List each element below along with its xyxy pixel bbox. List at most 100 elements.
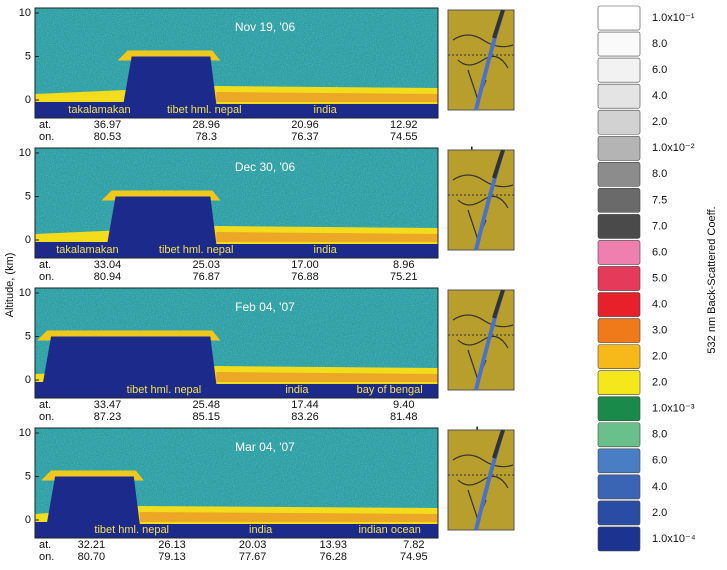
y-tick-label: 5 — [25, 470, 31, 482]
colorbar-swatch — [597, 31, 641, 57]
lon-label: on. — [39, 271, 54, 283]
y-tick-label: 0 — [25, 374, 31, 386]
colorbar-swatch — [597, 57, 641, 83]
colorbar-label: 8.0 — [652, 168, 667, 180]
orbit-track-dark — [492, 429, 505, 459]
lat-value: 25.03 — [193, 259, 221, 271]
y-axis-label: Altitude, (km) — [4, 253, 16, 318]
lat-value: 20.03 — [239, 539, 267, 551]
aerosol-edge — [216, 372, 438, 382]
colorbar-swatch — [597, 474, 641, 500]
colorbar-label: 2.0 — [652, 351, 667, 363]
lat-label: at. — [39, 539, 51, 551]
lon-value: 83.26 — [291, 411, 319, 423]
region-label: bay of bengal — [357, 384, 423, 396]
date-label: Dec 30, '06 — [235, 160, 296, 174]
colorbar-label: 2.0 — [652, 507, 667, 519]
lat-value: 28.96 — [193, 119, 221, 131]
colorbar-swatch — [597, 396, 641, 422]
curtain-frame — [34, 427, 439, 539]
colorbar-swatch — [597, 135, 641, 161]
colorbar-label: 6.0 — [652, 246, 667, 258]
lat-value: 13.93 — [319, 539, 347, 551]
lon-value: 81.48 — [390, 411, 418, 423]
region-label: takalamakan — [68, 104, 130, 116]
region-label: tibet hml. nepal — [127, 384, 202, 396]
colorbar-swatch — [597, 292, 641, 317]
y-tick-label: 5 — [25, 50, 31, 62]
lat-value: 33.47 — [94, 399, 122, 411]
colorbar-label: 1.0x10⁻⁴ — [652, 533, 696, 545]
colorbar-swatch — [597, 188, 641, 213]
y-tick-label: 10 — [19, 427, 31, 439]
y-tick-label: 5 — [25, 330, 31, 342]
lon-value: 80.53 — [94, 131, 122, 143]
colorbar-label: 8.0 — [652, 429, 667, 441]
orbit-track-dark — [492, 149, 505, 179]
date-label: Nov 19, '06 — [235, 20, 296, 34]
lat-value: 33.04 — [94, 259, 122, 271]
lon-value: 76.37 — [291, 131, 319, 143]
orbit-track-dark — [492, 9, 505, 39]
lat-value: 9.40 — [393, 399, 414, 411]
region-label: india — [249, 524, 273, 536]
lon-value: 76.87 — [193, 271, 221, 283]
lat-label: at. — [39, 119, 51, 131]
colorbar-label: 1.0x10⁻² — [652, 142, 695, 154]
lon-value: 80.94 — [94, 271, 122, 283]
panel: Mar 04, '07d1050tibet hml. nepalindiaind… — [19, 425, 515, 563]
lon-label: on. — [39, 131, 54, 143]
lon-value: 85.15 — [193, 411, 221, 423]
colorbar-title: 532 nm Back-Scattered Coeff. — [706, 206, 718, 353]
colorbar-label: 7.0 — [652, 220, 667, 232]
colorbar-label: 6.0 — [652, 455, 667, 467]
lon-value: 79.13 — [158, 551, 186, 563]
y-tick-label: 10 — [19, 287, 31, 299]
region-label: tibet hml. nepal — [167, 104, 242, 116]
colorbar-label: 1.0x10⁻¹ — [652, 12, 695, 24]
y-tick-label: 10 — [19, 147, 31, 159]
lat-value: 20.96 — [291, 119, 319, 131]
colorbar-label: 2.0 — [652, 116, 667, 128]
y-tick-label: 5 — [25, 190, 31, 202]
curtain-frame — [34, 147, 439, 259]
colorbar-label: 1.0x10⁻³ — [652, 403, 695, 415]
lat-label: at. — [39, 399, 51, 411]
lon-value: 77.67 — [239, 551, 267, 563]
region-label: tibet hml. nepal — [94, 524, 169, 536]
lon-label: on. — [39, 411, 54, 423]
colorbar-swatch — [597, 5, 641, 31]
date-label: Mar 04, '07 — [235, 440, 295, 454]
lon-value: 78.3 — [196, 131, 217, 143]
orbit-track-dark — [492, 289, 505, 319]
lon-value: 80.70 — [78, 551, 106, 563]
colorbar-swatch — [597, 161, 641, 187]
colorbar-swatch — [597, 266, 641, 291]
colorbar-label: 7.5 — [652, 194, 667, 206]
y-tick-label: 0 — [25, 94, 31, 106]
y-tick-label: 0 — [25, 514, 31, 526]
lat-value: 8.96 — [393, 259, 414, 271]
lon-value: 76.88 — [291, 271, 319, 283]
colorbar-label: 2.0 — [652, 377, 667, 389]
panel: Nov 19, '06a1050takalamakantibet hml. ne… — [19, 5, 515, 143]
terrain — [35, 56, 438, 118]
panel: Dec 30, '06b1050takalamakantibet hml. ne… — [19, 145, 515, 283]
curtain-frame — [34, 287, 439, 399]
lat-value: 25.48 — [193, 399, 221, 411]
colorbar-label: 6.0 — [652, 64, 667, 76]
colorbar-swatch — [597, 214, 641, 239]
lat-value: 12.92 — [390, 119, 418, 131]
lat-value: 17.44 — [291, 399, 319, 411]
lon-label: on. — [39, 551, 54, 563]
colorbar-swatch — [597, 344, 641, 369]
lon-value: 74.55 — [390, 131, 418, 143]
colorbar-swatch — [597, 109, 641, 135]
lat-value: 26.13 — [158, 539, 186, 551]
terrain — [35, 476, 438, 538]
colorbar-label: 4.0 — [652, 481, 667, 493]
colorbar-swatch — [597, 240, 641, 265]
colorbar-swatch — [597, 448, 641, 474]
